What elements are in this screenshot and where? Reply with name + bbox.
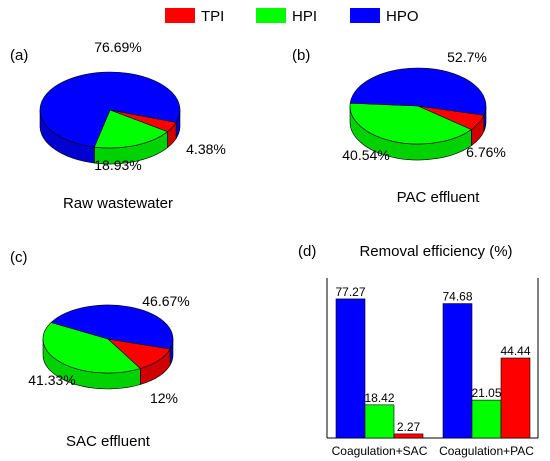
- pie-value-label-hpi: 40.54%: [342, 147, 389, 163]
- bar-hpo-2: [442, 303, 473, 439]
- bar-value-label-tpi-1: 2.27: [397, 420, 421, 434]
- panel-label: (d): [298, 243, 316, 260]
- pie-value-label-hpi: 41.33%: [28, 372, 75, 388]
- pie-slice-hpi: [42, 322, 141, 374]
- pie-title: Raw wastewater: [63, 195, 173, 212]
- legend-swatch-tpi: [165, 8, 195, 23]
- bar-value-label-hpo-2: 74.68: [442, 290, 472, 304]
- pie-slice-hpo: [39, 71, 181, 148]
- legend-label-hpo: HPO: [386, 8, 419, 25]
- pie-value-label-tpi: 6.76%: [466, 144, 506, 160]
- legend: TPI HPI HPO: [165, 8, 419, 25]
- pie-chart-b: 6.76% 40.54% 52.7% (b) PAC effluent: [292, 47, 506, 206]
- pie-chart-c: 12% 41.33% 46.67% (c) SAC effluent: [10, 249, 190, 450]
- pie-slice-hpo: [349, 67, 487, 116]
- bar-hpi-1: [364, 404, 395, 439]
- pie-chart-a: 4.38% 18.93% 76.69% (a) Raw wastewater: [10, 39, 226, 212]
- pie-value-label-hpo: 52.7%: [447, 49, 487, 65]
- legend-label-hpi: HPI: [292, 8, 317, 25]
- pie-slice-hpi: [349, 102, 472, 145]
- x-tick-label: Coagulation+PAC: [439, 444, 534, 458]
- pie-slice-hpi: [93, 109, 169, 149]
- pie-value-label-hpo: 46.67%: [142, 293, 189, 309]
- legend-swatch-hpi: [256, 8, 286, 23]
- panel-label: (a): [10, 47, 28, 64]
- bar-tpi-2: [500, 357, 531, 439]
- pie-value-label-tpi: 12%: [150, 390, 178, 406]
- legend-label-tpi: TPI: [201, 8, 224, 25]
- x-tick-label: Coagulation+SAC: [332, 444, 428, 458]
- bar-value-label-tpi-2: 44.44: [500, 344, 530, 358]
- panel-label: (b): [292, 47, 310, 64]
- pie-slice-hpo: [50, 304, 174, 350]
- pie-value-label-hpo: 76.69%: [94, 39, 141, 55]
- pie-value-label-tpi: 4.38%: [186, 141, 226, 157]
- bar-value-label-hpi-2: 21.05: [471, 386, 501, 400]
- pie-value-label-hpi: 18.93%: [94, 157, 141, 173]
- pie-title: SAC effluent: [66, 433, 151, 450]
- bar-tpi-1: [393, 433, 424, 439]
- bar-value-label-hpi-1: 18.42: [364, 391, 394, 405]
- legend-swatch-hpo: [350, 8, 380, 23]
- bar-chart-d: 77.27 18.42 2.27 Coagulation+SAC 74.68 21.05 4…: [298, 243, 539, 458]
- panel-label: (c): [10, 249, 28, 266]
- bar-hpo-1: [335, 298, 366, 439]
- bar-chart-title: Removal efficiency (%): [359, 243, 512, 260]
- pie-title: PAC effluent: [397, 189, 481, 206]
- bar-value-label-hpo-1: 77.27: [335, 285, 365, 299]
- bar-hpi-2: [471, 399, 502, 439]
